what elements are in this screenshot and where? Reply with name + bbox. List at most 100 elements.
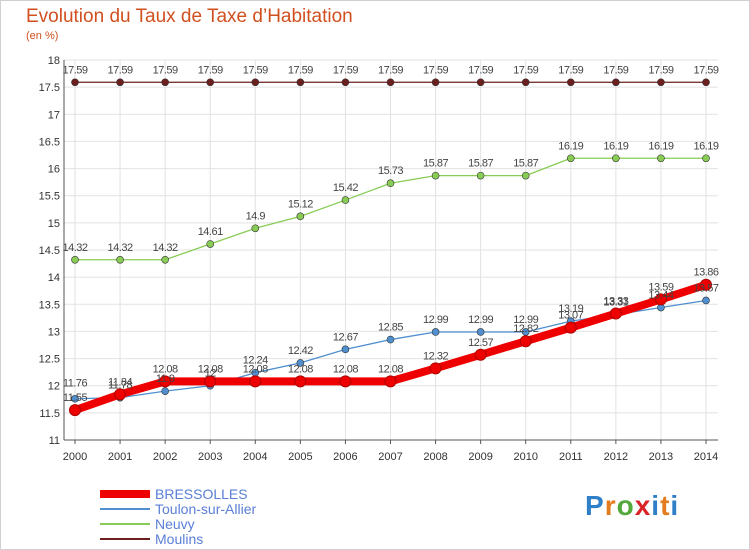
x-tick-label: 2001 bbox=[108, 451, 132, 463]
data-label: 16.19 bbox=[648, 140, 673, 152]
data-point-1 bbox=[161, 387, 169, 395]
data-label: 12.08 bbox=[198, 363, 223, 375]
data-point-3 bbox=[206, 78, 215, 87]
data-point-1 bbox=[341, 345, 350, 354]
data-point-0 bbox=[204, 375, 217, 388]
x-tick-label: 2005 bbox=[288, 451, 312, 463]
data-point-3 bbox=[521, 78, 530, 87]
data-point-1 bbox=[71, 394, 79, 403]
x-tick-label: 2010 bbox=[513, 451, 537, 463]
data-label: 14.32 bbox=[108, 242, 133, 254]
data-label: 14.32 bbox=[153, 242, 178, 254]
data-point-3 bbox=[386, 78, 395, 87]
data-label: 11.84 bbox=[108, 376, 133, 388]
data-label: 16.19 bbox=[558, 140, 583, 152]
legend-label-neuvy: Neuvy bbox=[155, 516, 195, 532]
data-point-3 bbox=[431, 78, 440, 87]
data-point-3 bbox=[476, 78, 485, 87]
chart-title: Evolution du Taux de Taxe d’Habitation bbox=[26, 6, 353, 27]
data-point-2 bbox=[161, 255, 169, 264]
legend-swatch-moulins bbox=[100, 538, 150, 540]
data-label: 12.24 bbox=[243, 355, 268, 367]
data-label: 13.44 bbox=[648, 290, 673, 302]
y-tick-label: 12.5 bbox=[39, 354, 60, 366]
data-point-2 bbox=[521, 171, 530, 180]
data-label: 14.32 bbox=[62, 242, 87, 254]
y-tick-label: 12 bbox=[48, 381, 60, 393]
data-point-2 bbox=[206, 240, 215, 248]
data-label: 17.59 bbox=[468, 64, 493, 76]
data-point-3 bbox=[116, 78, 124, 87]
data-label: 12.82 bbox=[513, 323, 538, 335]
y-tick-label: 14 bbox=[48, 272, 60, 284]
data-label: 17.59 bbox=[513, 64, 538, 76]
x-tick-label: 2013 bbox=[649, 451, 673, 463]
data-label: 14.9 bbox=[246, 210, 266, 222]
data-point-3 bbox=[657, 78, 665, 87]
data-point-0 bbox=[474, 348, 487, 361]
data-label: 13.31 bbox=[603, 297, 628, 309]
data-point-2 bbox=[566, 154, 575, 163]
data-point-0 bbox=[519, 335, 532, 348]
data-point-3 bbox=[702, 78, 710, 87]
data-label: 12.08 bbox=[333, 363, 358, 375]
data-label: 16.19 bbox=[603, 140, 628, 152]
data-point-0 bbox=[114, 388, 127, 401]
data-label: 11.55 bbox=[63, 392, 88, 404]
data-point-0 bbox=[159, 375, 172, 388]
data-label: 12.08 bbox=[288, 363, 313, 375]
y-tick-label: 18 bbox=[48, 55, 60, 67]
data-label: 12.85 bbox=[378, 322, 403, 334]
data-point-0 bbox=[294, 375, 307, 388]
data-point-2 bbox=[612, 154, 620, 163]
data-point-0 bbox=[384, 375, 397, 388]
data-label: 12.67 bbox=[333, 331, 358, 343]
data-label: 17.59 bbox=[333, 64, 358, 76]
data-label: 17.59 bbox=[693, 64, 718, 76]
data-label: 12.08 bbox=[378, 363, 403, 375]
data-point-1 bbox=[476, 328, 485, 336]
legend-label-toulon: Toulon-sur-Allier bbox=[155, 501, 257, 517]
data-point-2 bbox=[702, 154, 710, 163]
x-tick-label: 2012 bbox=[604, 451, 628, 463]
data-point-2 bbox=[657, 154, 665, 163]
data-point-2 bbox=[341, 196, 350, 204]
data-label: 15.87 bbox=[513, 158, 538, 170]
data-label: 12.99 bbox=[468, 314, 493, 326]
data-point-0 bbox=[69, 404, 81, 417]
data-point-0 bbox=[429, 362, 442, 375]
data-point-3 bbox=[251, 78, 260, 87]
data-point-2 bbox=[476, 171, 485, 180]
data-label: 12 bbox=[205, 368, 217, 380]
data-point-3 bbox=[612, 78, 620, 87]
data-label: 12.42 bbox=[288, 345, 313, 357]
data-point-3 bbox=[566, 78, 575, 87]
proxiti-logo: Proxiti bbox=[585, 490, 680, 521]
data-label: 13.33 bbox=[603, 296, 628, 308]
x-tick-label: 2011 bbox=[559, 451, 583, 463]
y-tick-label: 11.5 bbox=[39, 408, 60, 420]
x-tick-label: 2006 bbox=[333, 451, 357, 463]
y-tick-label: 13.5 bbox=[39, 299, 60, 311]
data-label: 17.59 bbox=[558, 64, 583, 76]
data-label: 13.19 bbox=[558, 303, 583, 315]
x-tick-label: 2008 bbox=[423, 451, 447, 463]
y-tick-label: 14.5 bbox=[39, 245, 60, 257]
legend-swatch-neuvy bbox=[100, 523, 150, 525]
data-label: 16.19 bbox=[693, 140, 718, 152]
data-label: 12.99 bbox=[423, 314, 448, 326]
legend-swatch-bressolles bbox=[100, 490, 150, 498]
x-tick-label: 2000 bbox=[63, 451, 87, 463]
data-label: 17.59 bbox=[648, 64, 673, 76]
y-tick-label: 16 bbox=[48, 164, 60, 176]
data-point-1 bbox=[296, 359, 305, 367]
data-point-2 bbox=[431, 171, 440, 180]
data-point-3 bbox=[71, 78, 79, 87]
data-label: 17.59 bbox=[288, 64, 313, 76]
data-point-0 bbox=[339, 375, 352, 388]
data-label: 17.59 bbox=[243, 64, 268, 76]
legend-label-bressolles: BRESSOLLES bbox=[155, 486, 248, 502]
x-tick-label: 2007 bbox=[378, 451, 402, 463]
data-label: 13.59 bbox=[648, 281, 673, 293]
data-label: 13.07 bbox=[558, 310, 583, 322]
